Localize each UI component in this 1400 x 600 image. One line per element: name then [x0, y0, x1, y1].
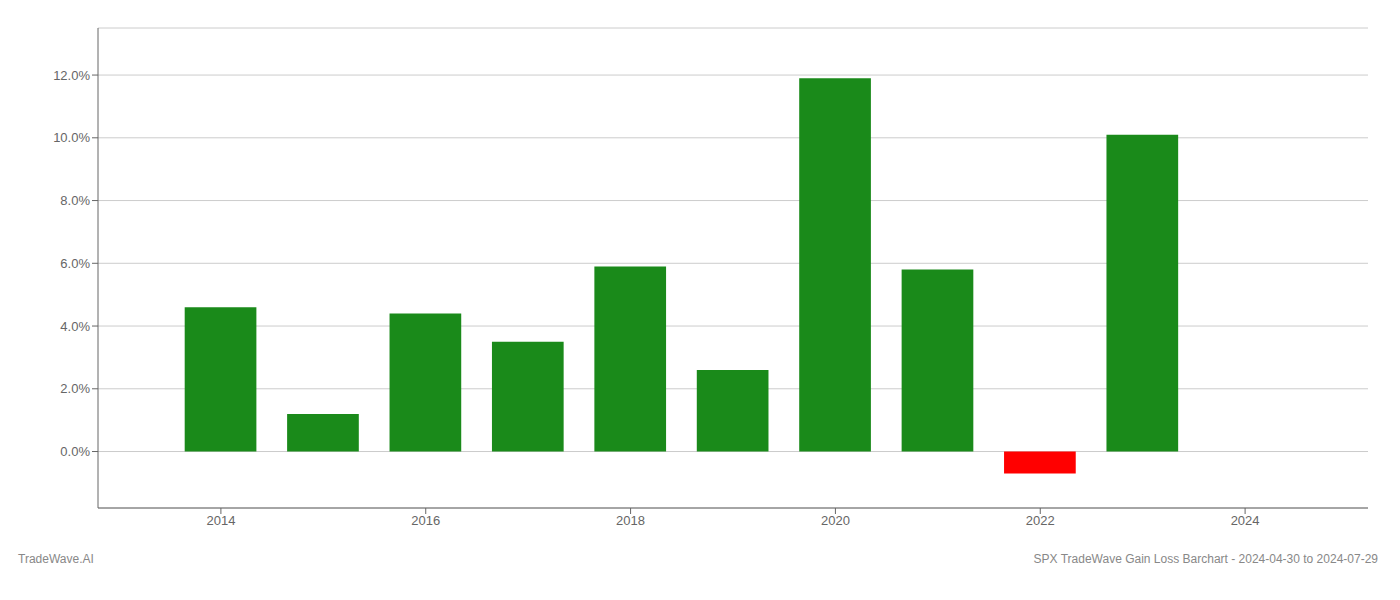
svg-text:0.0%: 0.0%	[60, 444, 90, 459]
svg-text:8.0%: 8.0%	[60, 193, 90, 208]
svg-text:2016: 2016	[411, 513, 440, 528]
svg-text:2.0%: 2.0%	[60, 381, 90, 396]
svg-text:2022: 2022	[1026, 513, 1055, 528]
svg-text:2014: 2014	[206, 513, 235, 528]
svg-text:4.0%: 4.0%	[60, 319, 90, 334]
svg-text:12.0%: 12.0%	[53, 68, 90, 83]
svg-text:2024: 2024	[1231, 513, 1260, 528]
svg-text:6.0%: 6.0%	[60, 256, 90, 271]
svg-text:2020: 2020	[821, 513, 850, 528]
html-text:TradeWave.AI: TradeWave.AI	[18, 552, 94, 566]
svg-text:10.0%: 10.0%	[53, 130, 90, 145]
html-text:SPX TradeWave Gain Loss Barcha: SPX TradeWave Gain Loss Barchart - 2024-…	[1033, 552, 1378, 566]
svg-text:2018: 2018	[616, 513, 645, 528]
